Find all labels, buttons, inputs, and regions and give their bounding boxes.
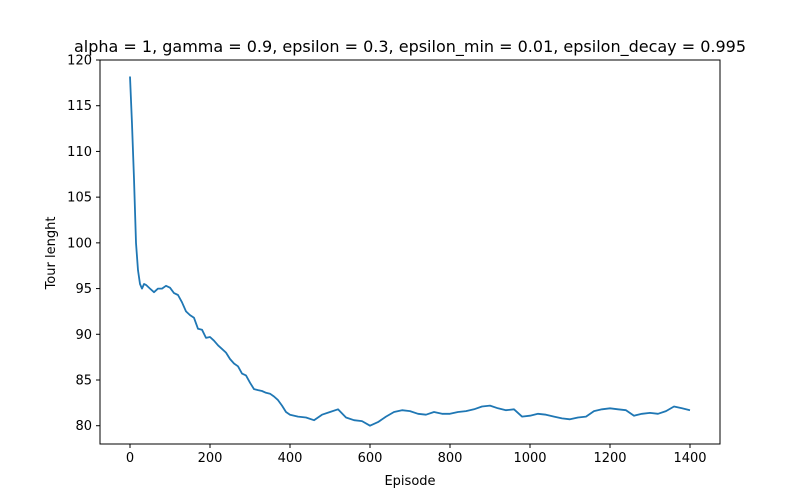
y-tick-label: 85: [75, 374, 92, 389]
y-tick-label: 110: [67, 145, 92, 160]
series-layer: [129, 76, 691, 427]
y-tick-label: 95: [75, 282, 92, 297]
y-axis-label: Tour lenght: [44, 217, 59, 291]
y-tick-label: 80: [75, 419, 92, 434]
y-tick-label: 120: [67, 54, 92, 69]
plot-area: [99, 59, 721, 445]
x-tick-label: 400: [278, 451, 303, 466]
x-tick-label: 1000: [513, 451, 546, 466]
y-tick-label: 90: [75, 328, 92, 343]
y-axis: 80 85 90 95 100 105 110 115 120: [67, 54, 100, 434]
y-tick-label: 115: [67, 99, 92, 114]
x-tick-label: 1200: [593, 451, 626, 466]
x-tick-label: 200: [198, 451, 223, 466]
y-tick-label: 105: [67, 191, 92, 206]
x-tick-label: 800: [438, 451, 463, 466]
x-axis-label: Episode: [384, 474, 435, 489]
x-tick-label: 1400: [673, 451, 706, 466]
x-tick-label: 600: [358, 451, 383, 466]
plot-frame: [99, 59, 721, 445]
x-axis: 0 200 400 600 800 1000 1200 1400: [126, 444, 707, 466]
series-line-0: [129, 76, 691, 427]
x-tick-label: 0: [126, 451, 134, 466]
chart-title: alpha = 1, gamma = 0.9, epsilon = 0.3, e…: [74, 37, 746, 57]
y-tick-label: 100: [67, 236, 92, 251]
